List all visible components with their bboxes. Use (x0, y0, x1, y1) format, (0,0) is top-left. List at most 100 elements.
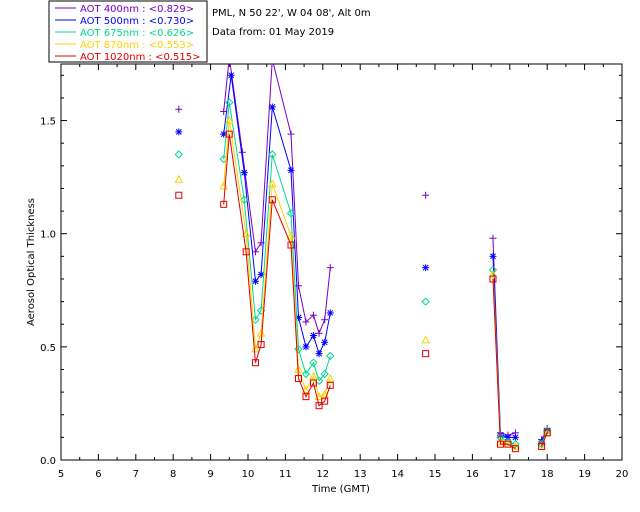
data-point-1020nm (543, 429, 551, 437)
data-point-870nm (488, 269, 498, 278)
x-tick-label: 20 (616, 469, 629, 480)
data-point-1020nm (251, 359, 259, 367)
data-point-400nm (422, 191, 430, 199)
y-tick-label: 1.5 (40, 117, 56, 128)
data-point-675nm (301, 369, 311, 379)
series-line-1020nm (223, 134, 331, 407)
series-675nm (174, 98, 552, 449)
data-point-400nm (175, 105, 183, 113)
plot-frame (60, 63, 623, 461)
data-point-500nm (309, 332, 317, 340)
data-point-870nm (174, 174, 184, 183)
data-point-675nm (240, 195, 249, 204)
series-500nm (175, 71, 551, 446)
data-point-1020nm (422, 350, 430, 358)
data-point-870nm (320, 389, 330, 398)
data-point-870nm (251, 344, 260, 353)
data-point-1020nm (220, 200, 228, 208)
x-tick-label: 13 (354, 469, 367, 480)
data-point-1020nm (315, 402, 323, 410)
data-point-1020nm (309, 379, 317, 387)
data-point-400nm (269, 56, 276, 63)
data-point-400nm (251, 248, 259, 256)
data-point-400nm (489, 234, 497, 242)
data-point-500nm (227, 71, 235, 79)
x-tick-label: 6 (95, 469, 101, 480)
data-point-500nm (315, 350, 323, 358)
data-point-870nm (421, 335, 430, 344)
data-point-400nm (238, 148, 246, 156)
data-point-1020nm (287, 241, 295, 249)
y-tick-label: 0.5 (40, 343, 56, 354)
data-point-675nm (488, 265, 498, 275)
x-tick-label: 10 (242, 469, 255, 480)
x-tick-label: 11 (279, 469, 292, 480)
data-point-870nm (256, 328, 266, 337)
x-tick-label: 15 (429, 469, 442, 480)
data-point-1020nm (321, 397, 329, 405)
data-point-400nm (309, 311, 317, 319)
x-tick-label: 19 (578, 469, 591, 480)
data-point-675nm (268, 150, 277, 159)
data-point-675nm (174, 150, 184, 159)
series-line-1020nm (492, 278, 516, 450)
data-point-1020nm (268, 196, 276, 204)
data-point-870nm (224, 116, 234, 124)
plot-area (174, 54, 552, 453)
legend-label-400nm: AOT 400nm : <0.829> (80, 4, 194, 15)
x-axis-label: Time (GMT) (311, 484, 370, 495)
data-point-500nm (326, 309, 334, 317)
data-point-500nm (257, 270, 265, 278)
series-line-870nm (223, 120, 331, 398)
y-tick-label: 1.0 (40, 230, 56, 241)
x-tick-label: 18 (541, 469, 554, 480)
series-line-400nm (223, 64, 331, 335)
data-point-500nm (422, 264, 430, 272)
data-point-500nm (287, 166, 295, 174)
data-point-400nm (326, 264, 334, 272)
data-point-1020nm (511, 445, 519, 453)
x-tick-label: 16 (466, 469, 479, 480)
data-point-1020nm (504, 440, 512, 448)
data-point-675nm (309, 358, 318, 367)
data-point-1020nm (225, 130, 233, 138)
legend-label-1020nm: AOT 1020nm : <0.515> (80, 52, 200, 63)
series-400nm (175, 54, 551, 444)
x-tick-label: 7 (133, 469, 139, 480)
data-point-500nm (240, 169, 248, 177)
data-point-1020nm (489, 275, 497, 283)
data-point-400nm (302, 318, 310, 326)
data-point-870nm (325, 374, 335, 382)
x-tick-label: 12 (316, 469, 329, 480)
y-tick-label: 0.0 (40, 456, 56, 467)
data-point-500nm (511, 433, 519, 441)
data-point-675nm (294, 344, 303, 354)
data-point-675nm (421, 297, 430, 306)
data-point-1020nm (242, 248, 250, 256)
data-point-400nm (287, 130, 295, 138)
data-point-1020nm (538, 442, 546, 450)
data-point-1020nm (496, 440, 504, 448)
x-tick-label: 17 (503, 469, 516, 480)
data-point-500nm (175, 128, 183, 136)
series-line-675nm (223, 102, 331, 382)
y-axis-label: Aerosol Optical Thickness (26, 198, 37, 326)
x-tick-label: 5 (58, 469, 64, 480)
data-point-675nm (326, 351, 335, 361)
data-point-870nm (301, 385, 311, 394)
data-point-500nm (268, 103, 276, 111)
data-point-870nm (286, 231, 296, 240)
data-point-1020nm (257, 341, 265, 349)
data-point-675nm (511, 439, 520, 449)
data-point-500nm (489, 252, 497, 260)
site-info: PML, N 50 22', W 04 08', Alt 0m (212, 8, 371, 19)
data-point-400nm (315, 329, 323, 337)
legend-label-675nm: AOT 675nm : <0.626> (80, 28, 194, 39)
x-tick-label: 14 (391, 469, 404, 480)
x-tick-label: 9 (207, 469, 213, 480)
data-point-675nm (225, 98, 234, 107)
data-point-870nm (309, 371, 318, 380)
data-point-870nm (241, 229, 251, 238)
data-point-400nm (226, 54, 233, 61)
